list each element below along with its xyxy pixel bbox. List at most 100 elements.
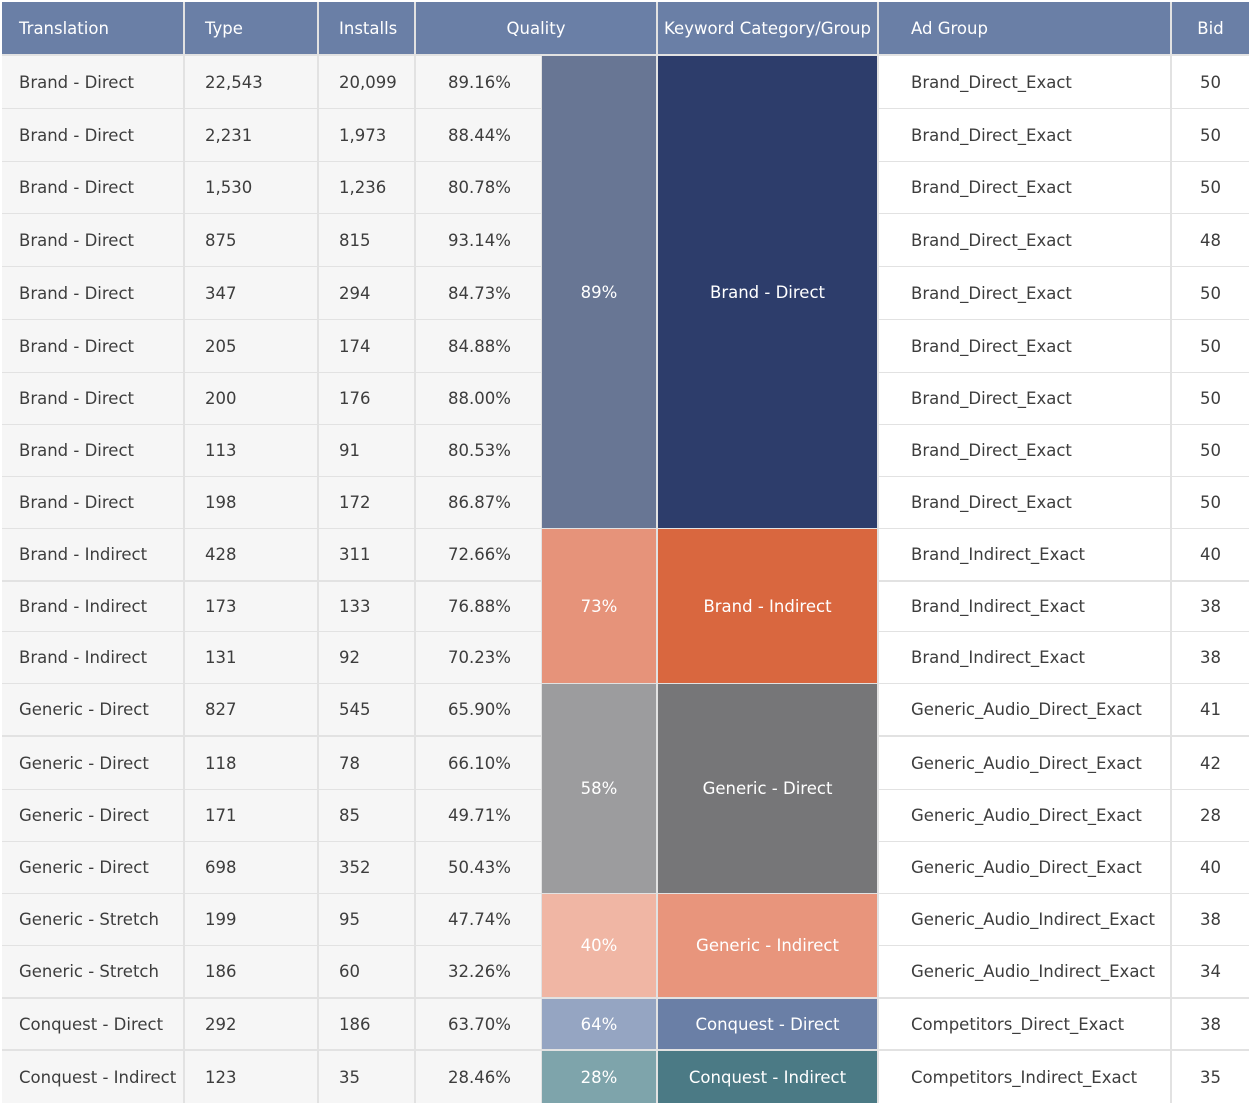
- group-quality-cell: 28%: [542, 1051, 656, 1103]
- translation-cell: Brand - Direct: [2, 56, 183, 108]
- translation-cell: Brand - Direct: [2, 267, 183, 319]
- keyword-group-cell: Generic - Direct: [658, 684, 877, 893]
- translation-cell: Conquest - Indirect: [2, 1051, 183, 1103]
- installs-cell: 20,099: [319, 56, 414, 108]
- ad-group-cell: Generic_Audio_Direct_Exact: [879, 684, 1170, 735]
- keyword-group-cell: Brand - Indirect: [658, 529, 877, 683]
- type-cell: 827: [185, 684, 317, 735]
- type-cell: 131: [185, 632, 317, 683]
- header-installs: Installs: [319, 2, 414, 54]
- keyword-group-cell: Conquest - Direct: [658, 999, 877, 1049]
- bid-cell: 35: [1172, 1051, 1249, 1103]
- translation-cell: Generic - Direct: [2, 790, 183, 841]
- group-quality-cell: 58%: [542, 684, 656, 893]
- bid-cell: 38: [1172, 894, 1249, 945]
- translation-cell: Brand - Indirect: [2, 529, 183, 580]
- type-cell: 171: [185, 790, 317, 841]
- translation-cell: Generic - Stretch: [2, 894, 183, 945]
- type-cell: 428: [185, 529, 317, 580]
- bid-cell: 28: [1172, 790, 1249, 841]
- quality-cell: 66.10%: [416, 737, 541, 789]
- installs-cell: 1,973: [319, 109, 414, 161]
- type-cell: 22,543: [185, 56, 317, 108]
- installs-cell: 78: [319, 737, 414, 789]
- type-cell: 173: [185, 582, 317, 631]
- installs-cell: 352: [319, 842, 414, 893]
- ad-group-cell: Brand_Indirect_Exact: [879, 632, 1170, 683]
- ad-group-cell: Brand_Direct_Exact: [879, 109, 1170, 161]
- translation-cell: Brand - Direct: [2, 109, 183, 161]
- installs-cell: 95: [319, 894, 414, 945]
- bid-cell: 41: [1172, 684, 1249, 735]
- installs-cell: 91: [319, 425, 414, 476]
- bid-cell: 38: [1172, 582, 1249, 631]
- ad-group-cell: Generic_Audio_Direct_Exact: [879, 842, 1170, 893]
- type-cell: 2,231: [185, 109, 317, 161]
- bid-cell: 42: [1172, 737, 1249, 789]
- installs-cell: 294: [319, 267, 414, 319]
- quality-cell: 89.16%: [416, 56, 541, 108]
- type-cell: 347: [185, 267, 317, 319]
- type-cell: 113: [185, 425, 317, 476]
- type-cell: 875: [185, 214, 317, 266]
- translation-cell: Brand - Direct: [2, 425, 183, 476]
- quality-cell: 76.88%: [416, 582, 541, 631]
- type-cell: 199: [185, 894, 317, 945]
- bid-cell: 50: [1172, 56, 1249, 108]
- quality-cell: 72.66%: [416, 529, 541, 580]
- bid-cell: 50: [1172, 162, 1249, 213]
- translation-cell: Generic - Stretch: [2, 946, 183, 997]
- ad-group-cell: Brand_Direct_Exact: [879, 425, 1170, 476]
- ad-group-cell: Brand_Direct_Exact: [879, 373, 1170, 424]
- quality-cell: 63.70%: [416, 999, 541, 1049]
- quality-cell: 80.78%: [416, 162, 541, 213]
- group-quality-cell: 64%: [542, 999, 656, 1049]
- ad-group-cell: Competitors_Indirect_Exact: [879, 1051, 1170, 1103]
- header-ad-group: Ad Group: [879, 2, 1170, 54]
- ad-group-cell: Brand_Direct_Exact: [879, 320, 1170, 372]
- quality-cell: 70.23%: [416, 632, 541, 683]
- type-cell: 698: [185, 842, 317, 893]
- header-translation: Translation: [2, 2, 183, 54]
- quality-cell: 65.90%: [416, 684, 541, 735]
- installs-cell: 176: [319, 373, 414, 424]
- translation-cell: Brand - Direct: [2, 373, 183, 424]
- translation-cell: Brand - Indirect: [2, 582, 183, 631]
- installs-cell: 133: [319, 582, 414, 631]
- bid-cell: 34: [1172, 946, 1249, 997]
- translation-cell: Brand - Indirect: [2, 632, 183, 683]
- type-cell: 205: [185, 320, 317, 372]
- bid-cell: 48: [1172, 214, 1249, 266]
- quality-cell: 93.14%: [416, 214, 541, 266]
- ad-group-cell: Brand_Direct_Exact: [879, 267, 1170, 319]
- quality-cell: 84.73%: [416, 267, 541, 319]
- quality-cell: 84.88%: [416, 320, 541, 372]
- ad-group-cell: Brand_Direct_Exact: [879, 56, 1170, 108]
- quality-cell: 80.53%: [416, 425, 541, 476]
- quality-cell: 32.26%: [416, 946, 541, 997]
- ad-group-cell: Generic_Audio_Indirect_Exact: [879, 894, 1170, 945]
- bid-cell: 50: [1172, 373, 1249, 424]
- keyword-group-cell: Brand - Direct: [658, 56, 877, 528]
- group-quality-cell: 73%: [542, 529, 656, 683]
- translation-cell: Brand - Direct: [2, 477, 183, 528]
- quality-cell: 49.71%: [416, 790, 541, 841]
- translation-cell: Conquest - Direct: [2, 999, 183, 1049]
- installs-cell: 311: [319, 529, 414, 580]
- quality-cell: 88.44%: [416, 109, 541, 161]
- translation-cell: Generic - Direct: [2, 842, 183, 893]
- bid-cell: 50: [1172, 267, 1249, 319]
- ad-group-cell: Generic_Audio_Indirect_Exact: [879, 946, 1170, 997]
- type-cell: 198: [185, 477, 317, 528]
- header-quality: Quality: [416, 2, 656, 54]
- ad-group-cell: Generic_Audio_Direct_Exact: [879, 790, 1170, 841]
- translation-cell: Generic - Direct: [2, 684, 183, 735]
- type-cell: 186: [185, 946, 317, 997]
- type-cell: 123: [185, 1051, 317, 1103]
- installs-cell: 60: [319, 946, 414, 997]
- group-quality-cell: 40%: [542, 894, 656, 997]
- group-quality-cell: 89%: [542, 56, 656, 528]
- header-type: Type: [185, 2, 317, 54]
- installs-cell: 35: [319, 1051, 414, 1103]
- ad-group-cell: Competitors_Direct_Exact: [879, 999, 1170, 1049]
